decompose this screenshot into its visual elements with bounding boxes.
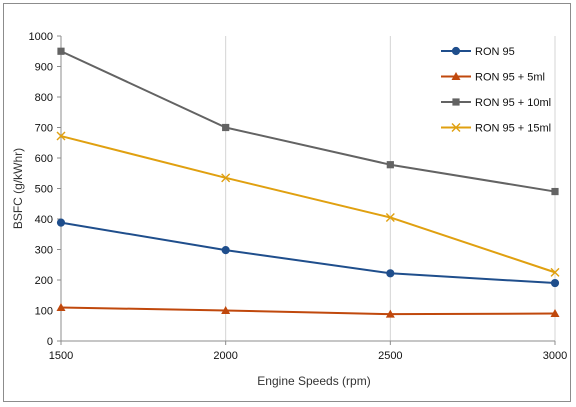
legend-label: RON 95 [475, 46, 515, 58]
x-tick-label: 2500 [378, 350, 402, 362]
y-tick-label: 1000 [29, 31, 53, 43]
series-line [60, 306, 556, 316]
legend-label: RON 95 + 10ml [475, 97, 551, 109]
series-3 [57, 47, 559, 196]
series-group [56, 47, 560, 318]
data-point [385, 212, 395, 222]
data-point [550, 267, 560, 277]
data-point [550, 309, 560, 318]
data-point [221, 306, 231, 314]
series-line [60, 135, 556, 274]
data-point [222, 123, 230, 132]
data-point [57, 47, 65, 55]
data-point [56, 302, 66, 311]
data-point [221, 246, 230, 255]
y-axis-title: BSFC (g/kWhr) [11, 148, 25, 229]
x-tick-label: 1500 [49, 350, 73, 362]
y-tick-labels: 0 100 200 300 400 500 600 700 800 900 1000 [29, 31, 53, 348]
data-point [385, 309, 395, 318]
y-tick-label: 700 [35, 123, 53, 135]
legend-entry: RON 95 + 10ml [441, 97, 551, 109]
y-tick-label: 600 [35, 153, 53, 165]
data-point [56, 131, 66, 141]
series-1 [56, 218, 560, 288]
data-point [550, 278, 560, 288]
series-4 [56, 131, 560, 277]
series-line [60, 221, 556, 285]
legend-marker [451, 72, 461, 80]
data-point [551, 187, 559, 196]
series-2 [56, 302, 560, 318]
x-axis-title: Engine Speeds (rpm) [257, 374, 370, 388]
y-tick-label: 800 [35, 92, 53, 104]
y-tick-label: 200 [35, 275, 53, 287]
data-point [56, 218, 66, 227]
legend-entry: RON 95 + 5ml [441, 72, 545, 84]
legend-marker [451, 123, 461, 132]
legend: RON 95 RON 95 + 5ml RON 95 + 10ml RON 95 + … [441, 46, 551, 135]
legend-marker [452, 98, 460, 106]
legend-label: RON 95 + 15ml [475, 123, 551, 135]
y-tick-label: 300 [35, 245, 53, 257]
y-tick-label: 100 [35, 306, 53, 318]
legend-entry: RON 95 [441, 46, 515, 58]
data-point [386, 269, 395, 278]
y-tick-label: 900 [35, 62, 53, 74]
legend-label: RON 95 + 5ml [475, 72, 545, 84]
y-tick-label: 0 [47, 336, 53, 348]
legend-marker [451, 46, 461, 56]
x-tick-label: 2000 [213, 350, 237, 362]
series-line [60, 50, 556, 193]
data-point [221, 173, 231, 183]
legend-entry: RON 95 + 15ml [441, 123, 551, 135]
chart-frame [3, 3, 571, 402]
x-tick-label: 3000 [543, 350, 567, 362]
x-tick-labels: 1500 2000 2500 3000 [49, 350, 567, 362]
y-tick-label: 400 [35, 214, 53, 226]
data-point [386, 161, 394, 169]
y-tick-label: 500 [35, 184, 53, 196]
